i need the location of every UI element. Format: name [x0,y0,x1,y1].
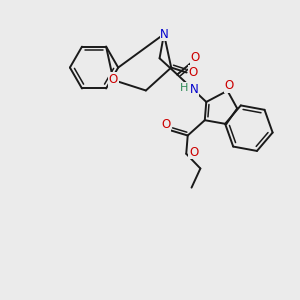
Text: O: O [188,66,198,79]
Text: O: O [109,73,118,86]
Text: N: N [160,28,169,41]
Text: N: N [190,83,198,96]
Text: O: O [224,79,234,92]
Text: H: H [180,83,188,93]
Text: O: O [189,146,198,159]
Text: O: O [191,51,200,64]
Text: O: O [161,118,171,131]
